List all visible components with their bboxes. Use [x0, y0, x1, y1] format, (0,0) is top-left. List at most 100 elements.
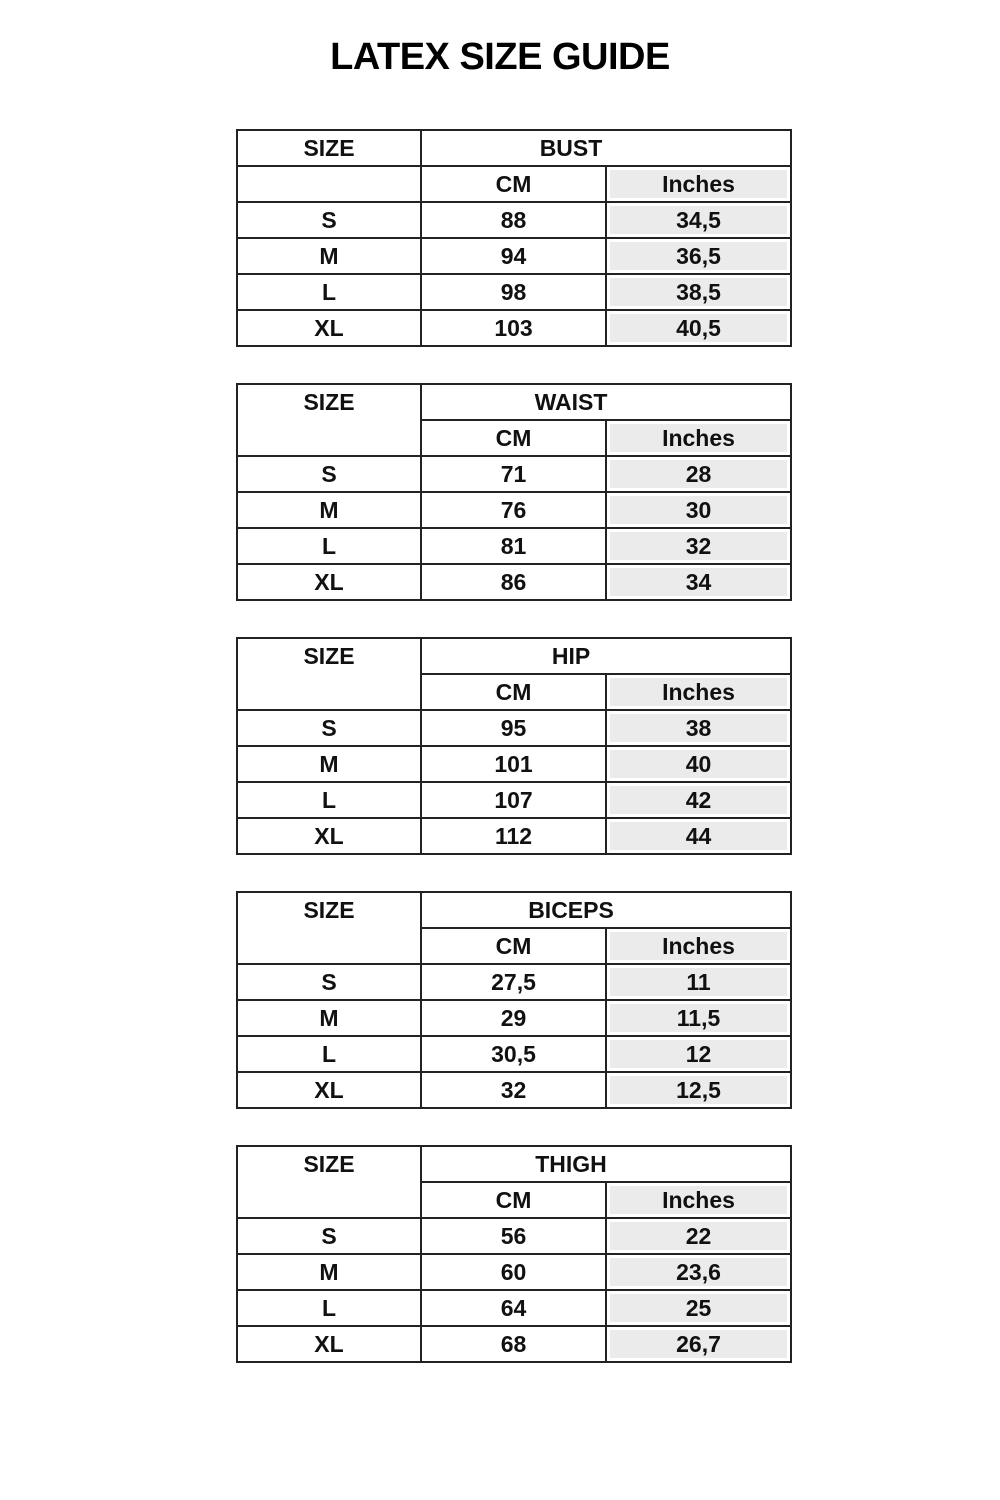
table-row: L 107 42 — [236, 781, 792, 819]
size-table-hip: SIZE HIP CM Inches S 95 38 M 101 40 L 10… — [236, 637, 792, 855]
size-cell: M — [236, 237, 422, 275]
cm-cell: 112 — [420, 817, 607, 855]
table-header-row: SIZE BUST — [236, 129, 792, 167]
size-cell: M — [236, 491, 422, 529]
size-header: SIZE — [236, 637, 422, 711]
measure-header: BICEPS — [419, 891, 793, 929]
table-row: XL 32 12,5 — [236, 1071, 793, 1109]
table-row: L 64 25 — [236, 1289, 792, 1327]
inches-cell: 22 — [605, 1217, 792, 1255]
unit-header-row: CM Inches — [237, 1181, 792, 1219]
inches-cell: 36,5 — [605, 237, 792, 275]
inches-cell: 38,5 — [605, 273, 792, 311]
size-cell: S — [236, 455, 422, 493]
cm-cell: 32 — [420, 1071, 607, 1109]
table-row: S 95 38 — [236, 709, 792, 747]
inches-header: Inches — [605, 673, 792, 711]
cm-cell: 88 — [420, 201, 607, 239]
table-row: XL 68 26,7 — [236, 1325, 792, 1363]
size-cell: XL — [236, 1071, 422, 1109]
unit-header-row: CM Inches — [237, 673, 792, 711]
table-header-row: SIZE WAIST — [236, 383, 792, 457]
table-row: S 88 34,5 — [236, 201, 792, 239]
cm-cell: 101 — [420, 745, 607, 783]
inches-cell: 40,5 — [605, 309, 792, 347]
cm-cell: 71 — [420, 455, 607, 493]
table-row: XL 86 34 — [236, 563, 792, 601]
table-row: S 71 28 — [236, 455, 792, 493]
cm-cell: 103 — [420, 309, 607, 347]
table-row: M 60 23,6 — [236, 1253, 792, 1291]
size-table-biceps: SIZE BICEPS CM Inches S 27,5 11 M 29 11,… — [236, 891, 793, 1109]
cm-cell: 60 — [420, 1253, 607, 1291]
inches-cell: 30 — [605, 491, 792, 529]
size-cell: S — [236, 201, 422, 239]
size-cell: XL — [236, 309, 422, 347]
cm-header: CM — [420, 165, 607, 203]
inches-cell: 25 — [605, 1289, 792, 1327]
cm-header: CM — [420, 673, 607, 711]
cm-cell: 56 — [420, 1217, 607, 1255]
table-row: L 98 38,5 — [236, 273, 792, 311]
size-cell: L — [236, 1035, 422, 1073]
size-cell: L — [236, 273, 422, 311]
cm-header: CM — [420, 419, 607, 457]
inches-cell: 34,5 — [605, 201, 792, 239]
inches-cell: 38 — [605, 709, 792, 747]
table-row: M 101 40 — [236, 745, 792, 783]
size-cell: XL — [236, 1325, 422, 1363]
measure-header: BUST — [420, 129, 792, 167]
inches-cell: 26,7 — [605, 1325, 792, 1363]
size-cell: M — [236, 1253, 422, 1291]
measure-header: THIGH — [420, 1145, 792, 1183]
cm-cell: 86 — [420, 563, 607, 601]
inches-cell: 12 — [604, 1035, 793, 1073]
table-header-row: SIZE THIGH — [236, 1145, 792, 1219]
cm-header: CM — [420, 1181, 607, 1219]
table-row: L 81 32 — [236, 527, 792, 565]
cm-header: CM — [420, 927, 607, 965]
inches-cell: 12,5 — [604, 1071, 793, 1109]
size-cell: S — [236, 709, 422, 747]
cm-cell: 94 — [420, 237, 607, 275]
size-cell: M — [236, 999, 422, 1037]
inches-cell: 40 — [605, 745, 792, 783]
size-cell: XL — [236, 563, 422, 601]
size-cell: M — [236, 745, 422, 783]
inches-header: Inches — [604, 927, 793, 965]
page-title: LATEX SIZE GUIDE — [330, 36, 670, 78]
table-row: S 27,5 11 — [236, 963, 793, 1001]
cm-cell: 68 — [420, 1325, 607, 1363]
inches-cell: 44 — [605, 817, 792, 855]
inches-cell: 42 — [605, 781, 792, 819]
measure-header: HIP — [420, 637, 792, 675]
inches-cell: 32 — [605, 527, 792, 565]
size-header: SIZE — [236, 891, 422, 965]
size-cell: L — [236, 1289, 422, 1327]
inches-cell: 28 — [605, 455, 792, 493]
table-row: S 56 22 — [236, 1217, 792, 1255]
cm-cell: 98 — [420, 273, 607, 311]
size-table-thigh: SIZE THIGH CM Inches S 56 22 M 60 23,6 L… — [236, 1145, 792, 1363]
inches-cell: 11 — [604, 963, 793, 1001]
size-cell: L — [236, 527, 422, 565]
cm-cell: 29 — [420, 999, 607, 1037]
unit-header-row: CM Inches — [237, 419, 792, 457]
size-cell: XL — [236, 817, 422, 855]
size-cell: S — [236, 963, 422, 1001]
inches-cell: 11,5 — [604, 999, 793, 1037]
inches-cell: 23,6 — [605, 1253, 792, 1291]
size-header: SIZE — [236, 383, 422, 457]
inches-header: Inches — [605, 419, 792, 457]
inches-header: Inches — [605, 165, 792, 203]
unit-header-row: CM Inches — [237, 927, 793, 965]
table-row: XL 103 40,5 — [236, 309, 792, 347]
cm-cell: 76 — [420, 491, 607, 529]
size-table-waist: SIZE WAIST CM Inches S 71 28 M 76 30 L 8… — [236, 383, 792, 601]
size-cell: L — [236, 781, 422, 819]
cm-cell: 107 — [420, 781, 607, 819]
table-header-row: SIZE HIP — [236, 637, 792, 711]
table-row: L 30,5 12 — [236, 1035, 793, 1073]
size-header: SIZE — [236, 129, 422, 167]
cm-cell: 95 — [420, 709, 607, 747]
